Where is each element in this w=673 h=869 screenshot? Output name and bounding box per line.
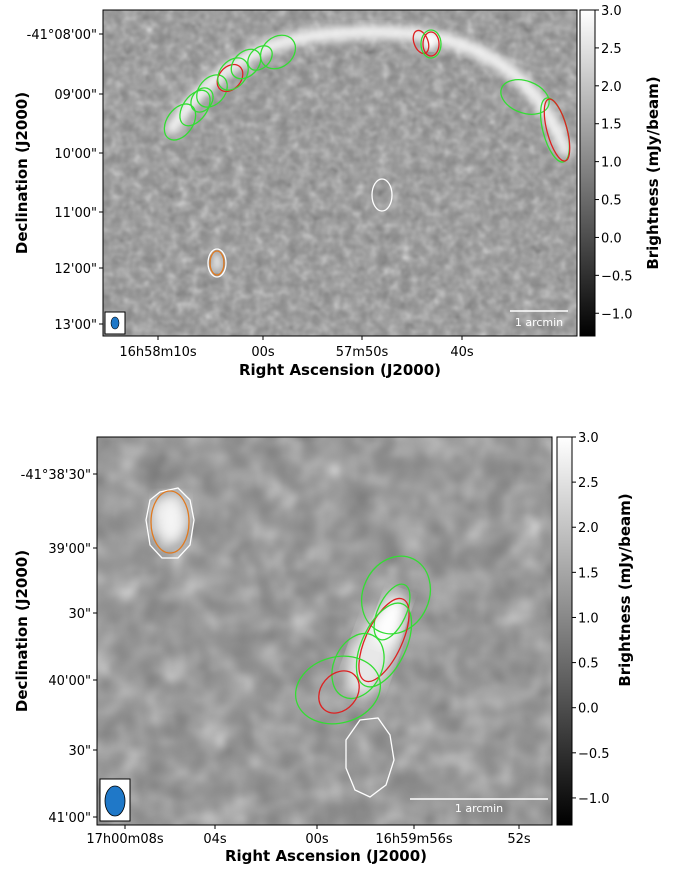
beam-ellipse-1	[110, 316, 120, 330]
panel-2: 1 arcmin -41°38'30" 39'00" 30" 40'00" 30…	[13, 431, 634, 865]
colorbar-tick-label: −0.5	[601, 269, 633, 284]
source-region	[358, 597, 410, 683]
image-2	[97, 437, 552, 825]
y-tick-label: -41°08'00"	[27, 28, 97, 43]
colorbar-tick-label: 3.0	[578, 431, 599, 446]
colorbar-tick-label: 3.0	[601, 4, 622, 19]
source-region	[209, 250, 225, 276]
source-region	[318, 670, 360, 714]
y-axis-1	[99, 33, 103, 325]
y-tick-label: 41'00"	[48, 811, 91, 826]
x-tick-label: 00s	[251, 345, 275, 360]
source-region	[422, 31, 440, 57]
y-tick-label: 12'00"	[54, 262, 97, 277]
source-region	[259, 34, 297, 70]
source-region	[355, 602, 413, 688]
x-axis-2	[124, 825, 520, 829]
y-axis-title-2: Declination (J2000)	[13, 550, 31, 712]
scale-bar-label-1: 1 arcmin	[515, 316, 563, 329]
y-tick-label: 30"	[68, 607, 91, 622]
y-tick-label: -41°38'30"	[21, 468, 91, 483]
x-tick-label: 16h58m10s	[119, 345, 197, 360]
source-region	[543, 98, 571, 162]
colorbar-tick-label: 2.5	[601, 42, 622, 57]
y-tick-label: 10'00"	[54, 147, 97, 162]
source-regions-1	[163, 29, 571, 278]
colorbar-2	[556, 436, 573, 826]
source-region	[190, 87, 214, 113]
colorbar-tick-label: 0.0	[578, 702, 599, 717]
panel-1: 1 arcmin -41°08'00" 09'00" 10'00" 11'00"…	[13, 4, 662, 379]
colorbar-tick-label: 0.5	[578, 657, 599, 672]
source-region	[500, 79, 550, 115]
x-axis-1	[157, 336, 463, 340]
source-region	[373, 583, 411, 641]
y-tick-label: 39'00"	[48, 542, 91, 557]
colorbar-tick-label: 1.0	[601, 156, 622, 171]
colorbar-tick-label: 1.5	[578, 566, 599, 581]
y-tick-label: 09'00"	[54, 88, 97, 103]
colorbar-tick-label: 2.0	[578, 521, 599, 536]
y-tick-label: 40'00"	[48, 674, 91, 689]
colorbar-1	[579, 9, 596, 337]
plot-frame-2	[96, 436, 553, 826]
source-region	[216, 63, 244, 93]
y-tick-label: 11'00"	[54, 206, 97, 221]
x-tick-label: 04s	[203, 832, 227, 847]
source-region	[196, 74, 228, 108]
colorbar-tick-label: 2.0	[601, 80, 622, 95]
y-axis-title-1: Declination (J2000)	[13, 92, 31, 254]
colorbar-tick-label: −1.0	[601, 307, 633, 322]
x-tick-label: 00s	[305, 832, 329, 847]
scale-bar-label-2: 1 arcmin	[455, 802, 503, 815]
source-region	[145, 487, 195, 559]
source-region	[217, 57, 249, 91]
colorbar-tick-label: −1.0	[578, 792, 610, 807]
source-region	[420, 29, 442, 59]
colorbar-tick-label: 0.5	[601, 194, 622, 209]
colorbar-tick-label: 1.5	[601, 118, 622, 133]
y-tick-label: 30"	[68, 744, 91, 759]
image-1	[103, 10, 577, 336]
source-regions-2	[145, 487, 432, 798]
source-region	[207, 248, 227, 278]
y-tick-label: 13'00"	[54, 318, 97, 333]
colorbar-title-1: Brightness (mJy/beam)	[644, 76, 662, 269]
colorbar-ticks-2: 3.0 2.5 2.0 1.5 1.0 0.5 0.0 −0.5 −1.0	[572, 431, 610, 807]
source-region	[230, 48, 262, 80]
colorbar-title-2: Brightness (mJy/beam)	[616, 493, 634, 686]
source-region	[345, 717, 395, 798]
colorbar-tick-label: 1.0	[578, 611, 599, 626]
x-axis-title-2: Right Ascension (J2000)	[225, 847, 427, 865]
x-tick-label: 40s	[450, 345, 474, 360]
source-region	[371, 178, 393, 212]
x-tick-label: 52s	[507, 832, 531, 847]
x-tick-label: 17h00m08s	[86, 832, 164, 847]
colorbar-tick-label: 2.5	[578, 476, 599, 491]
source-region	[150, 490, 190, 554]
source-region	[247, 45, 273, 71]
x-tick-label: 57m50s	[336, 345, 389, 360]
x-axis-title-1: Right Ascension (J2000)	[239, 361, 441, 379]
beam-ellipse-2	[104, 785, 126, 817]
colorbar-tick-label: 0.0	[601, 231, 622, 246]
source-region	[294, 655, 382, 725]
y-axis-2	[93, 473, 97, 818]
source-region	[179, 89, 211, 127]
plot-frame-1	[102, 9, 578, 337]
source-region	[331, 632, 385, 700]
x-tick-label: 16h59m56s	[375, 832, 453, 847]
colorbar-tick-label: −0.5	[578, 747, 610, 762]
source-region	[360, 555, 432, 635]
colorbar-ticks-1: 3.0 2.5 2.0 1.5 1.0 0.5 0.0 −0.5 −1.0	[595, 4, 633, 322]
